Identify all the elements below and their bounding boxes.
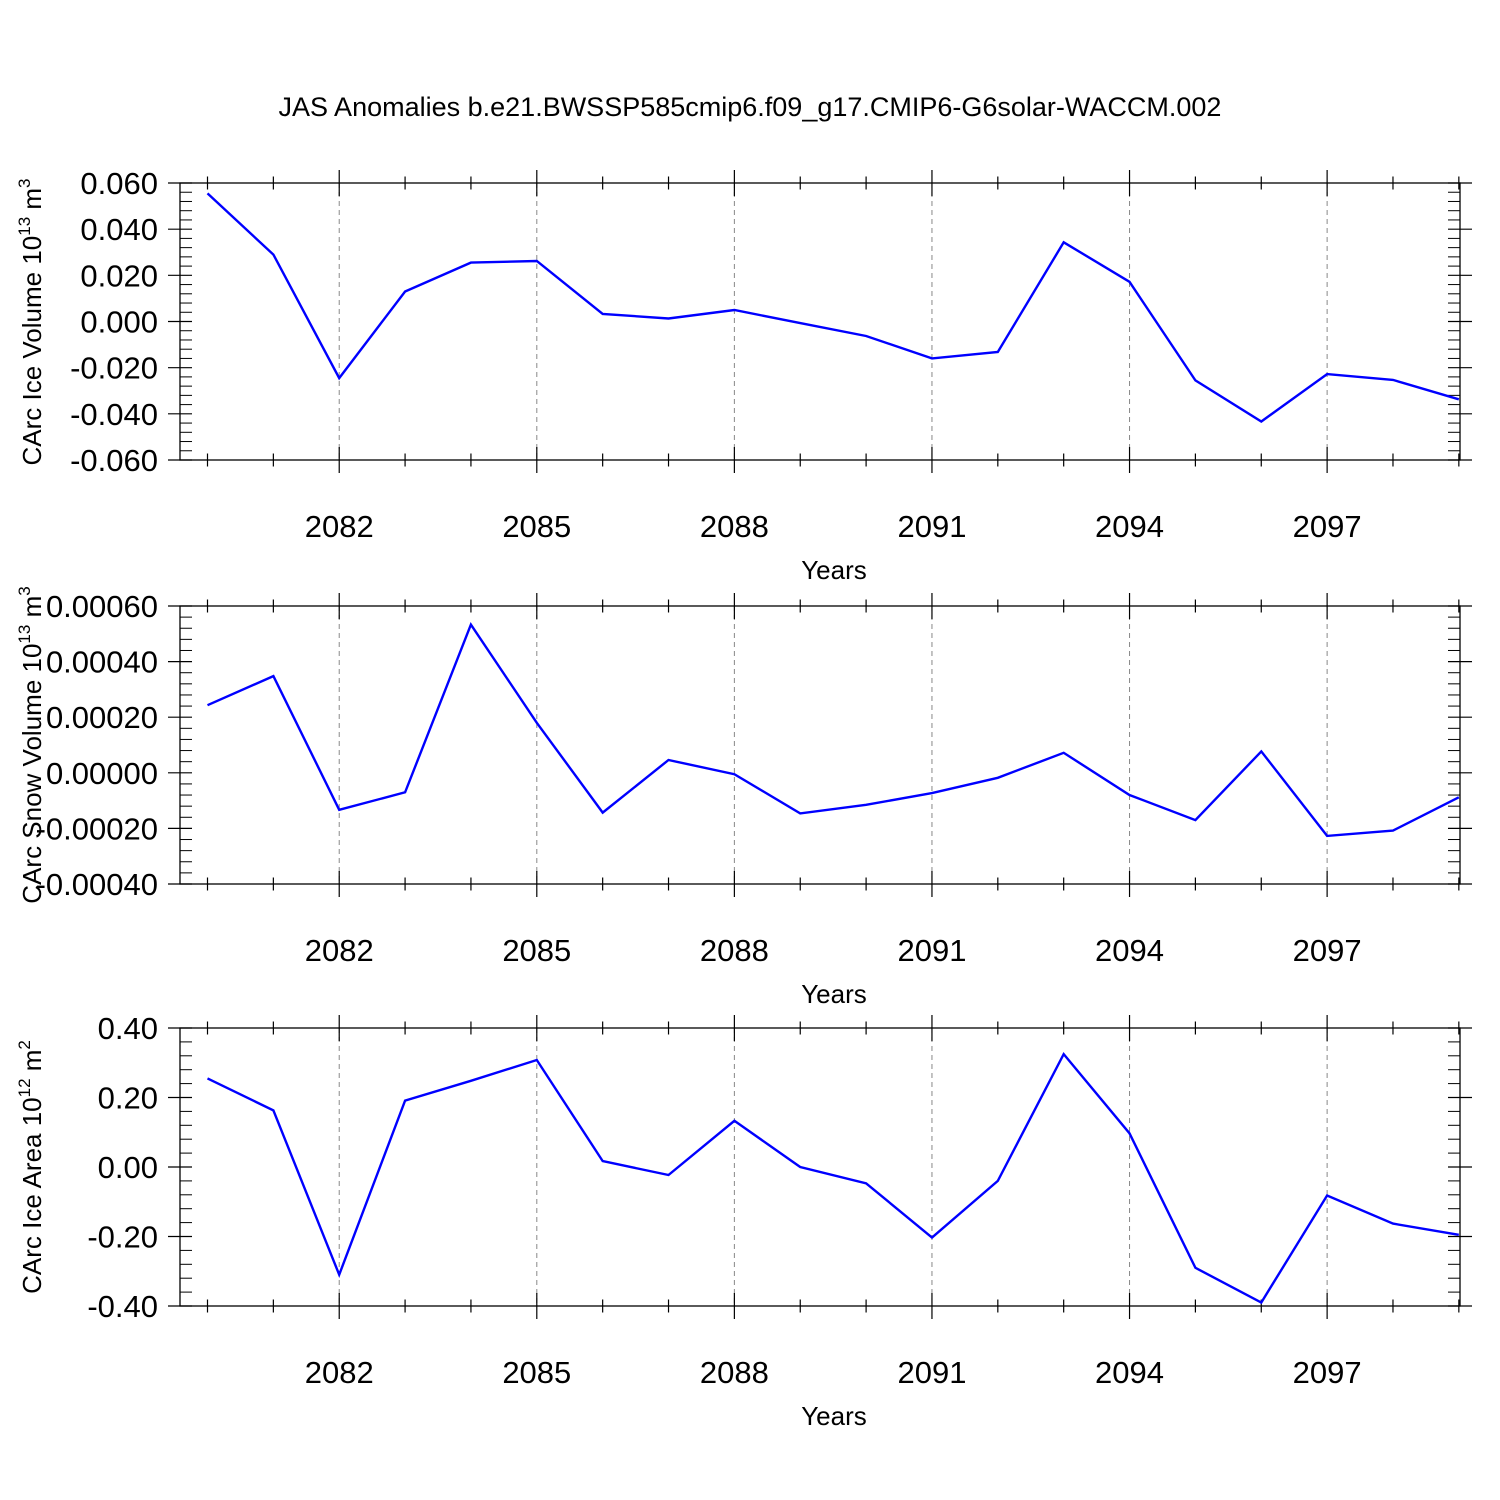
y-tick-label: 0.00020 <box>46 700 158 735</box>
y-axis-label: CArc Snow Volume 1013 m3 <box>15 586 47 903</box>
x-axis-label: Years <box>801 1401 867 1431</box>
x-tick-label: 2097 <box>1293 933 1362 968</box>
x-tick-label: 2082 <box>305 1355 374 1390</box>
series-line <box>206 1051 1460 1305</box>
y-tick-label: 0.040 <box>80 212 158 247</box>
y-tick-label: 0.00000 <box>46 756 158 791</box>
y-tick-label: 0.40 <box>98 1011 158 1046</box>
plot-frame <box>179 182 1461 461</box>
y-tick-label: 0.00040 <box>46 645 158 680</box>
x-tick-label: 2085 <box>502 1355 571 1390</box>
y-tick-label: -0.00040 <box>36 867 158 902</box>
plot-frame <box>179 1027 1461 1307</box>
y-axis-label: CArc Ice Volume 1013 m3 <box>15 178 47 465</box>
panel-ice-volume: -0.060 -0.040 -0.020 0.000 0.020 0.040 0.060 20… <box>15 166 1472 585</box>
x-tick-label: 2091 <box>897 509 966 544</box>
x-tick-label: 2091 <box>897 1355 966 1390</box>
series-line <box>206 192 1460 423</box>
x-tick-label: 2094 <box>1095 933 1164 968</box>
x-tick-label: 2088 <box>700 933 769 968</box>
x-tick-label: 2088 <box>700 509 769 544</box>
y-tick-label: 0.000 <box>80 305 158 340</box>
y-tick-label: 0.00060 <box>46 589 158 624</box>
figure-title: JAS Anomalies b.e21.BWSSP585cmip6.f09_g1… <box>278 92 1222 122</box>
y-tick-label: -0.020 <box>70 351 158 386</box>
y-tick-label: -0.040 <box>70 397 158 432</box>
x-tick-label: 2088 <box>700 1355 769 1390</box>
y-tick-label: -0.00020 <box>36 811 158 846</box>
x-axis-label: Years <box>801 979 867 1009</box>
x-axis-label: Years <box>801 555 867 585</box>
y-tick-label: 0.00 <box>98 1150 158 1185</box>
y-tick-label: -0.40 <box>87 1289 158 1324</box>
x-tick-label: 2097 <box>1293 509 1362 544</box>
x-tick-label: 2085 <box>502 509 571 544</box>
y-tick-label: 0.060 <box>80 166 158 201</box>
x-tick-label: 2082 <box>305 509 374 544</box>
panel-ice-area: -0.40 -0.20 0.00 0.20 0.40 2082 2085 2088 2091 20… <box>15 1011 1472 1431</box>
x-tick-label: 2097 <box>1293 1355 1362 1390</box>
series-line <box>207 622 1460 838</box>
y-tick-label: 0.020 <box>80 258 158 293</box>
panel-snow-volume: -0.00040 -0.00020 0.00000 0.00020 0.00040 0.0… <box>15 586 1472 1009</box>
x-tick-label: 2085 <box>502 933 571 968</box>
y-tick-label: 0.20 <box>98 1081 158 1116</box>
x-tick-label: 2091 <box>897 933 966 968</box>
x-tick-label: 2082 <box>305 933 374 968</box>
x-tick-label: 2094 <box>1095 509 1164 544</box>
y-axis-label: CArc Ice Area 1012 m2 <box>15 1040 47 1294</box>
y-tick-label: -0.060 <box>70 443 158 478</box>
y-tick-label: -0.20 <box>87 1220 158 1255</box>
plot-frame <box>179 605 1461 885</box>
x-tick-label: 2094 <box>1095 1355 1164 1390</box>
